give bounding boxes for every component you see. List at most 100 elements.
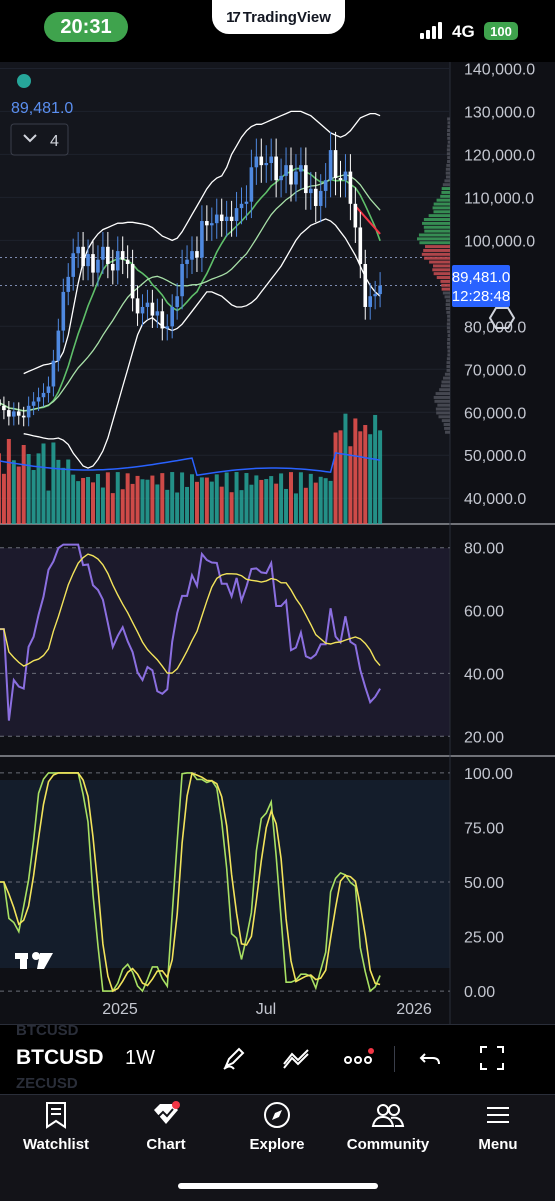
chart-area[interactable]: 140,000.0 130,000.0 120,000.0 110,000.0 100,… (0, 62, 555, 1024)
volume-profile-row (445, 175, 450, 179)
price-tag-countdown: 12:28:48 (452, 288, 510, 305)
candle (195, 251, 199, 258)
candle (234, 208, 239, 222)
volume-bar (298, 472, 303, 524)
collapse-indicators-button[interactable] (10, 123, 69, 156)
candle (160, 311, 165, 329)
x-tick-label: Jul (256, 1001, 276, 1018)
candle (229, 216, 234, 222)
battery-icon: 100 (484, 22, 518, 40)
price-tag (452, 265, 510, 307)
candle (51, 360, 56, 387)
volume-bar (303, 487, 308, 524)
volume-profile-row (446, 132, 450, 136)
volume-bar (155, 484, 160, 524)
volume-bar (289, 472, 293, 524)
candle (373, 294, 377, 297)
fullscreen-button[interactable] (474, 1040, 510, 1076)
volume-profile-row (446, 163, 450, 167)
candle (111, 263, 115, 271)
undo-button[interactable] (412, 1040, 448, 1076)
candle (120, 251, 125, 260)
volume-profile-row (437, 403, 450, 407)
volume-bar (279, 473, 284, 524)
y-tick-label: 60.00 (464, 604, 504, 621)
interval-button[interactable]: 1W (125, 1047, 155, 1069)
bookmark-icon (46, 1102, 66, 1129)
y-tick-label: 100,000.0 (464, 233, 535, 250)
symbol-button[interactable]: BTCUSD (16, 1046, 104, 1069)
candle (200, 221, 204, 258)
indicators-button[interactable] (278, 1040, 314, 1076)
trend-red-line (354, 205, 381, 235)
volume-bar (165, 489, 170, 524)
volume-bar (338, 430, 343, 524)
tab-community[interactable]: Community (338, 1100, 438, 1160)
more-button[interactable] (340, 1040, 376, 1076)
volume-profile-row (447, 129, 450, 133)
volume-profile-row (423, 248, 450, 252)
y-tick-label: 100.00 (464, 766, 513, 783)
tab-explore[interactable]: Explore (227, 1100, 327, 1160)
volume-bar (284, 488, 289, 524)
volume-profile-row (440, 279, 450, 283)
candle (170, 306, 174, 327)
volume-profile-row (441, 287, 450, 291)
volume-bar (358, 431, 363, 524)
candle (101, 246, 105, 260)
drawing-tool-button[interactable] (216, 1040, 252, 1076)
volume-bar (160, 473, 165, 524)
candle (318, 190, 323, 206)
candle (338, 178, 343, 181)
volume-profile-row (440, 384, 450, 388)
volume-bar (185, 486, 190, 524)
status-time: 20:31 (44, 12, 128, 42)
volume-bar (150, 475, 155, 524)
volume-profile-row (423, 225, 450, 229)
volume-bar (125, 473, 130, 524)
x-axis-labels: 2025 Jul 2026 (102, 1001, 432, 1018)
volume-bar (100, 487, 105, 524)
tab-menu[interactable]: Menu (448, 1100, 548, 1160)
chart-settings-button[interactable] (488, 307, 516, 329)
volume-bar (41, 443, 46, 524)
volume-profile-row (447, 125, 450, 129)
candle (96, 259, 100, 273)
trend-lines-icon (283, 1049, 309, 1069)
candle (284, 165, 288, 176)
volume-profile-row (436, 276, 450, 280)
y-tick-label: 0.00 (464, 984, 495, 1001)
y-tick-label: 40.00 (464, 666, 504, 683)
volume-bar (61, 467, 66, 524)
volume-ma-line (0, 452, 381, 477)
tab-label: Explore (249, 1136, 305, 1153)
volume-profile-row (447, 353, 450, 357)
volume-bar (71, 474, 76, 524)
tab-watchlist[interactable]: Watchlist (6, 1100, 106, 1160)
volume-bar (175, 492, 180, 524)
y-tick-label: 25.00 (464, 930, 504, 947)
volume-profile-row (440, 194, 450, 198)
tab-chart[interactable]: Chart (116, 1100, 216, 1160)
volume-profile-row (424, 229, 450, 233)
volume-profile-row (447, 314, 450, 318)
volume-profile-row (445, 171, 450, 175)
candle (125, 259, 130, 264)
volume-bar (308, 473, 313, 524)
app-pill[interactable]: 17 TradingView (212, 0, 345, 34)
volume-bar (91, 482, 95, 524)
volume-profile-row (442, 183, 450, 187)
volume-bar (239, 490, 244, 524)
candle (358, 227, 363, 264)
status-dot-icon[interactable] (17, 74, 31, 88)
volume-profile-row (433, 210, 450, 214)
stoch-rsi-series (0, 772, 381, 993)
volume-bar (229, 492, 234, 524)
hamburger-icon (487, 1107, 509, 1123)
candle (239, 203, 244, 209)
volume-profile-row (441, 190, 450, 194)
y-tick-label: 20.00 (464, 729, 504, 746)
volume-profile-row (446, 310, 450, 314)
volume-profile-row (433, 272, 450, 276)
volume-profile-row (436, 198, 450, 202)
